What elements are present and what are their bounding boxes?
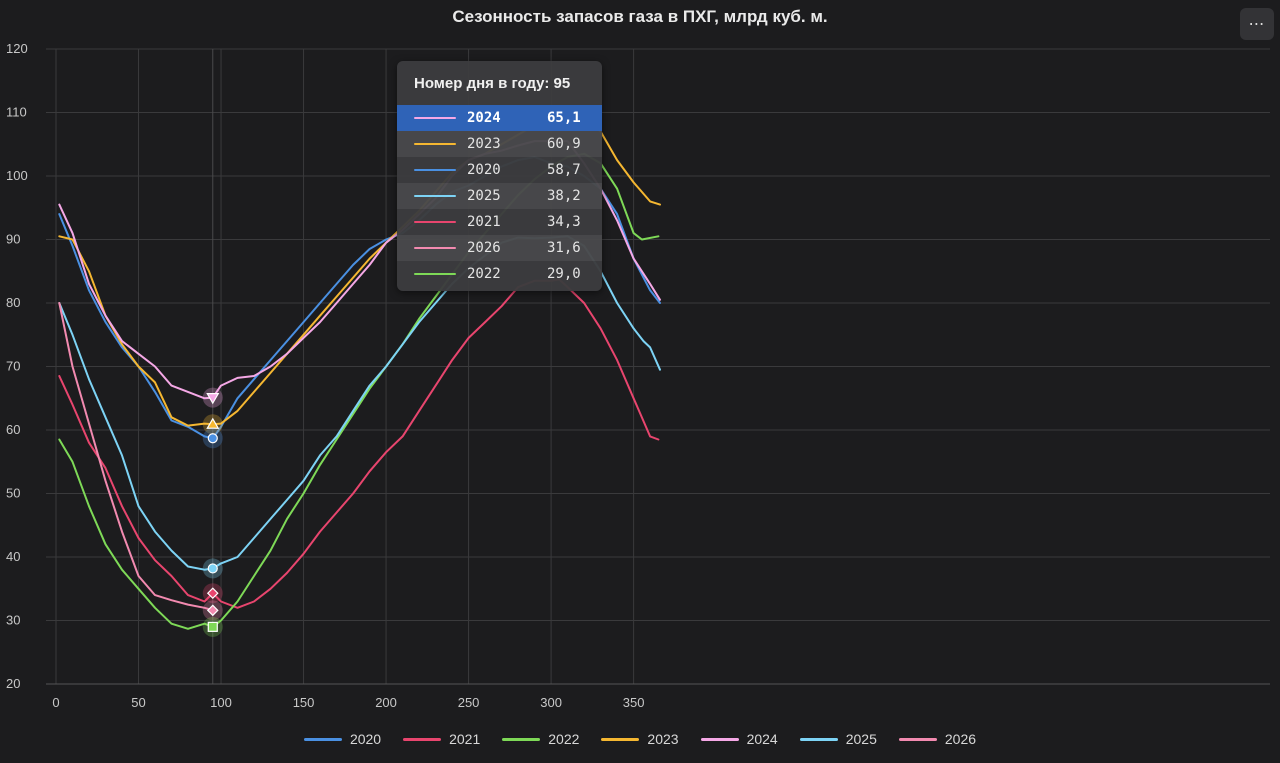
tooltip-header: Номер дня в году: 95 xyxy=(414,75,571,92)
y-tick-label: 50 xyxy=(6,486,20,501)
tooltip-series-value: 60,9 xyxy=(547,136,581,152)
tooltip-series-name: 2020 xyxy=(467,162,501,178)
y-tick-label: 30 xyxy=(6,613,20,628)
legend-label: 2025 xyxy=(845,731,877,747)
tooltip-series-value: 58,7 xyxy=(547,162,581,178)
tooltip-swatch xyxy=(414,143,456,145)
legend-label: 2021 xyxy=(449,731,481,747)
legend-swatch xyxy=(502,737,541,741)
tooltip: Номер дня в году: 95 2024 65,1 2023 60,9 202… xyxy=(397,61,602,291)
y-tick-label: 110 xyxy=(6,105,27,120)
y-tick-label: 40 xyxy=(6,549,20,564)
legend-item-2025[interactable]: 2025 xyxy=(799,729,877,749)
tooltip-series-value: 31,6 xyxy=(547,240,581,256)
legend-swatch xyxy=(303,737,342,741)
chart-menu-button[interactable]: ⋯ xyxy=(1240,8,1274,40)
x-tick-label: 250 xyxy=(458,695,480,710)
more-icon: ⋯ xyxy=(1248,16,1266,33)
tooltip-swatch xyxy=(414,221,456,223)
tooltip-row: 2023 60,9 xyxy=(397,131,602,157)
x-tick-label: 200 xyxy=(375,695,397,710)
tooltip-swatch xyxy=(414,247,456,249)
legend-item-2024[interactable]: 2024 xyxy=(700,729,778,749)
legend-item-2020[interactable]: 2020 xyxy=(303,729,382,749)
y-tick-label: 120 xyxy=(6,41,28,56)
tooltip-series-value: 34,3 xyxy=(547,214,581,230)
chart-title: Сезонность запасов газа в ПХГ, млрд куб.… xyxy=(452,7,828,26)
tooltip-swatch xyxy=(414,195,456,197)
legend-label: 2024 xyxy=(746,731,778,747)
marker-2026 xyxy=(206,604,219,617)
tooltip-series-name: 2022 xyxy=(467,266,501,282)
x-tick-label: 0 xyxy=(52,695,59,710)
marker-2023 xyxy=(206,417,220,429)
marker-2021 xyxy=(206,587,219,600)
tooltip-swatch xyxy=(414,169,456,171)
tooltip-swatch xyxy=(414,117,456,119)
x-tick-label: 50 xyxy=(131,695,145,710)
legend-label: 2026 xyxy=(944,731,977,747)
tooltip-series-name: 2026 xyxy=(467,240,501,256)
tooltip-row: 2020 58,7 xyxy=(397,157,602,183)
x-tick-label: 350 xyxy=(623,695,645,710)
tooltip-row: 2024 65,1 xyxy=(397,105,602,131)
legend-label: 2022 xyxy=(548,731,580,747)
y-tick-label: 70 xyxy=(6,359,20,374)
tooltip-series-value: 29,0 xyxy=(547,266,581,282)
marker-2024 xyxy=(206,393,220,405)
x-tick-label: 100 xyxy=(210,695,232,710)
legend-item-2021[interactable]: 2021 xyxy=(403,729,480,749)
x-tick-label: 150 xyxy=(293,695,315,710)
x-tick-label: 300 xyxy=(540,695,562,710)
y-tick-label: 20 xyxy=(6,676,20,691)
series-line-2021[interactable] xyxy=(58,278,660,609)
tooltip-series-value: 65,1 xyxy=(547,110,581,126)
axes: 20 30 40 50 60 70 80 90 100 110 120 0 50 100 150 200 250… xyxy=(6,41,1270,710)
legend-item-2026[interactable]: 2026 xyxy=(898,729,977,749)
marker-2022 xyxy=(207,621,218,632)
legend: 2020 2021 2022 2023 2024 2025 2026 xyxy=(0,729,1280,749)
tooltip-series-name: 2024 xyxy=(467,110,501,126)
tooltip-series-name: 2021 xyxy=(467,214,501,230)
legend-swatch xyxy=(898,737,937,741)
legend-label: 2020 xyxy=(349,731,382,747)
legend-swatch xyxy=(403,737,442,741)
legend-label: 2023 xyxy=(647,731,679,747)
tooltip-row: 2026 31,6 xyxy=(397,235,602,261)
tooltip-row: 2025 38,2 xyxy=(397,183,602,209)
y-tick-label: 100 xyxy=(6,168,28,183)
tooltip-row: 2022 29,0 xyxy=(397,261,602,287)
legend-item-2022[interactable]: 2022 xyxy=(502,729,579,749)
tooltip-series-name: 2025 xyxy=(467,188,501,204)
hover-markers xyxy=(202,387,223,637)
legend-swatch xyxy=(700,737,739,741)
tooltip-series-name: 2023 xyxy=(467,136,501,152)
y-tick-label: 90 xyxy=(6,232,20,247)
y-tick-label: 60 xyxy=(6,422,20,437)
marker-2020 xyxy=(207,433,218,444)
marker-2025 xyxy=(207,563,218,574)
series-line-2026[interactable] xyxy=(58,302,214,612)
tooltip-series-value: 38,2 xyxy=(547,188,581,204)
tooltip-row: 2021 34,3 xyxy=(397,209,602,235)
legend-swatch xyxy=(799,737,838,741)
y-tick-label: 80 xyxy=(6,295,20,310)
tooltip-swatch xyxy=(414,273,456,275)
legend-swatch xyxy=(601,737,640,741)
legend-item-2023[interactable]: 2023 xyxy=(601,729,679,749)
